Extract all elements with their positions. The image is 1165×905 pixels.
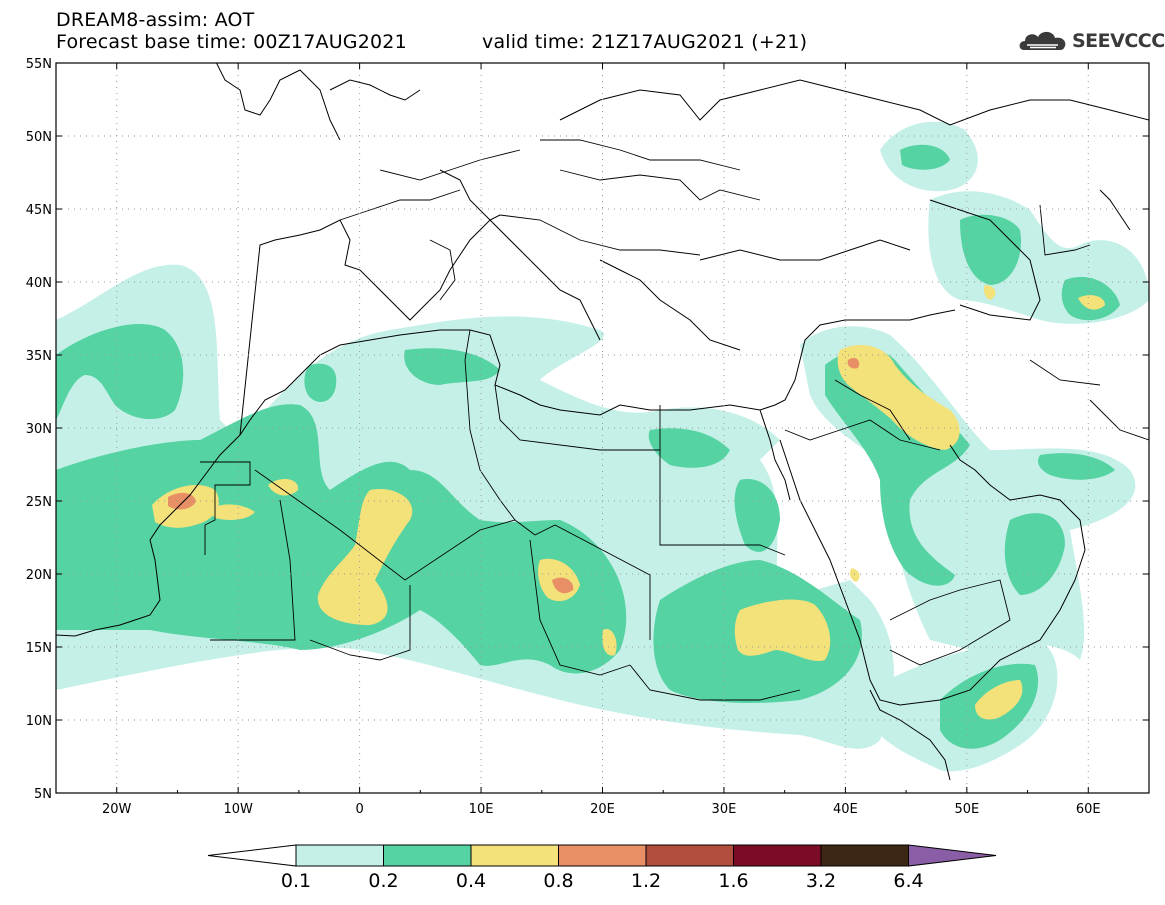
lon-label: 50E	[954, 802, 979, 817]
lat-label: 40N	[26, 276, 52, 291]
colorbar-segment	[383, 844, 472, 867]
seevccc-logo: SEEVCCC	[1018, 26, 1165, 54]
lon-label: 0	[355, 802, 363, 817]
colorbar-over-triangle	[908, 844, 997, 867]
colorbar: 0.1 0.2 0.4 0.8 1.2 1.6 3.2 6.4	[207, 844, 997, 892]
colorbar-segment	[470, 844, 559, 867]
colorbar-label: 3.2	[806, 870, 836, 892]
colorbar-under-triangle	[207, 844, 297, 867]
colorbar-segment	[295, 844, 384, 867]
latitude-axis: 55N 50N 45N 40N 35N 30N 25N 20N 15N 10N 5N	[26, 57, 1149, 802]
lat-label: 25N	[26, 495, 52, 510]
lat-label: 5N	[34, 787, 52, 802]
lat-label: 50N	[26, 130, 52, 145]
colorbar-label: 0.2	[368, 870, 398, 892]
colorbar-label: 0.4	[456, 870, 486, 892]
lon-label: 10E	[469, 802, 494, 817]
colorbar-label: 1.2	[631, 870, 661, 892]
colorbar-segment	[558, 844, 647, 867]
lon-label: 60E	[1076, 802, 1101, 817]
colorbar-segment	[820, 844, 909, 867]
colorbar-label: 0.8	[543, 870, 573, 892]
lon-label: 40E	[833, 802, 858, 817]
lat-label: 15N	[26, 641, 52, 656]
lat-label: 20N	[26, 568, 52, 583]
colorbar-segment	[645, 844, 734, 867]
colorbar-label: 0.1	[281, 870, 311, 892]
graticule	[56, 63, 1149, 793]
aot-field	[56, 63, 1149, 781]
forecast-base-time: Forecast base time: 00Z17AUG2021	[56, 31, 407, 53]
colorbar-segment	[733, 844, 822, 867]
forecast-times: Forecast base time: 00Z17AUG2021 valid ti…	[56, 31, 807, 53]
colorbar-label: 1.6	[718, 870, 748, 892]
lat-label: 35N	[26, 349, 52, 364]
lat-label: 10N	[26, 714, 52, 729]
lat-label: 55N	[26, 57, 52, 72]
logo-text: SEEVCCC	[1072, 30, 1165, 52]
valid-time: valid time: 21Z17AUG2021 (+21)	[482, 31, 808, 53]
lat-label: 30N	[26, 422, 52, 437]
longitude-axis: 20W 10W 0 10E 20E 30E 40E 50E 60E	[55, 63, 1150, 817]
country-borders	[200, 139, 1149, 701]
lon-label: 10W	[223, 802, 253, 817]
colorbar-label: 6.4	[893, 870, 923, 892]
lat-label: 45N	[26, 203, 52, 218]
cloud-icon	[1019, 31, 1066, 50]
chart-title: DREAM8-assim: AOT	[56, 9, 255, 31]
lon-label: 20W	[102, 802, 132, 817]
lon-label: 30E	[712, 802, 737, 817]
aot-level-0.4	[152, 285, 1105, 720]
lon-label: 20E	[590, 802, 615, 817]
